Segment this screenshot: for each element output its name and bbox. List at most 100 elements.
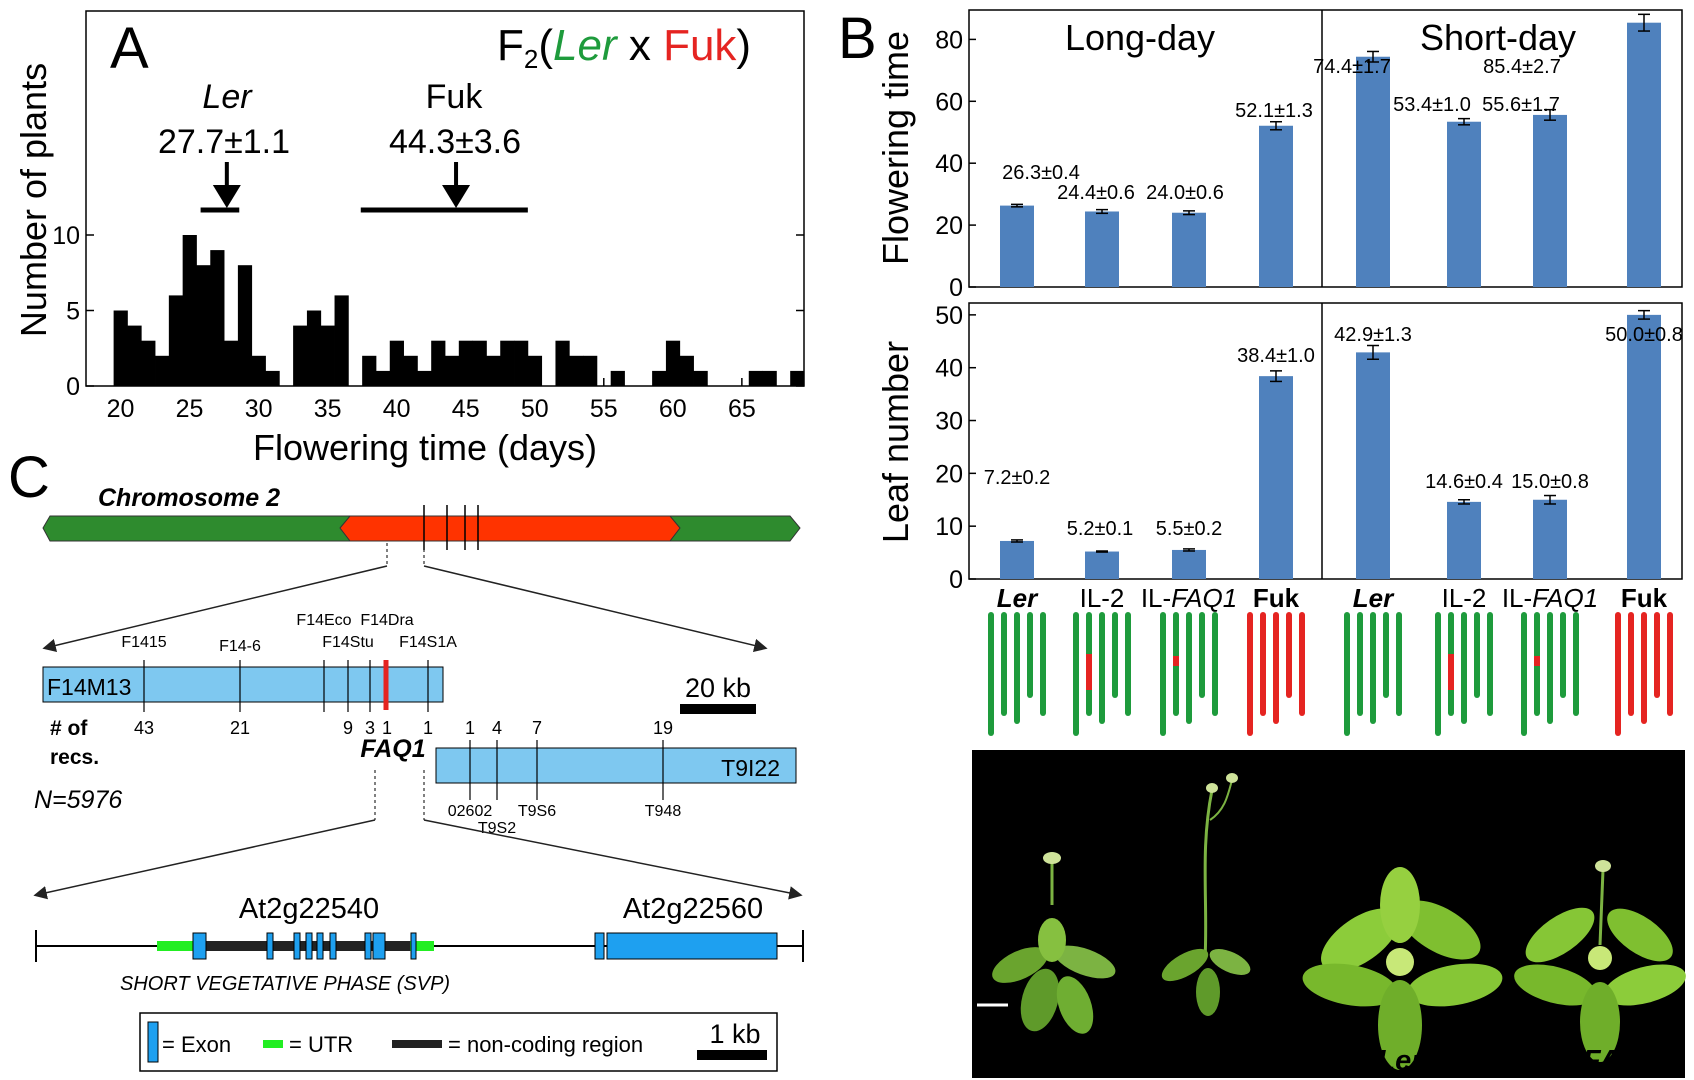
genotype-diagram-fuk xyxy=(1615,612,1673,736)
ytick-label: 0 xyxy=(949,274,963,302)
photo-long-day-label: Long-day xyxy=(1037,753,1162,786)
chromosome-label: Chromosome 2 xyxy=(98,484,280,512)
recombinant-count: 4 xyxy=(492,718,502,738)
histogram-xtick-label: 65 xyxy=(728,395,756,423)
bac-t9i22-label: T9I22 xyxy=(721,755,780,781)
genotype-labels: Ler IL-2 IL-FAQ1 Fuk Ler IL-2 IL-FAQ1 Fuk xyxy=(997,583,1668,613)
ler-mean-value: 27.7±1.1 xyxy=(158,123,290,161)
legend-exon-swatch xyxy=(147,1021,159,1063)
histogram-mean-markers xyxy=(200,162,528,213)
histogram-bar xyxy=(693,370,708,386)
genotype-label: Fuk xyxy=(1253,583,1300,613)
gene-legend: = Exon = UTR = non-coding region 1 kb xyxy=(139,1012,778,1072)
long-day-heading: Long-day xyxy=(1065,17,1215,58)
recombinant-count: 1 xyxy=(465,718,475,738)
histogram-xtick-label: 55 xyxy=(590,395,618,423)
data-label: 5.5±0.2 xyxy=(1156,518,1223,540)
legend-utr-swatch xyxy=(263,1040,283,1048)
histogram-bar xyxy=(458,340,474,386)
histogram-xtick-label: 20 xyxy=(107,395,135,423)
zoom2-arrow-right xyxy=(423,819,803,900)
photo-genotype-label: IL-FAQ1 xyxy=(1547,1045,1658,1077)
gene2-exon-small xyxy=(594,932,605,960)
gene-model xyxy=(35,930,804,962)
histogram-bar xyxy=(375,370,391,386)
marker-name: F14Eco xyxy=(296,612,351,629)
ytick-label: 20 xyxy=(935,212,963,240)
histogram-xtick-label: 30 xyxy=(245,395,273,423)
flowering-time-ylabel: Flowering time xyxy=(875,31,916,265)
histogram-bar xyxy=(431,340,446,386)
histogram-bar xyxy=(500,340,515,386)
histogram-bar xyxy=(155,355,170,386)
photo-genotype-label: IL-FAQ1 xyxy=(1149,1045,1260,1077)
ytick-label: 40 xyxy=(935,355,963,383)
gene2-label: At2g22560 xyxy=(623,893,763,925)
panel-letter-c: C xyxy=(8,445,50,510)
leaf-number-ylabel: Leaf number xyxy=(875,341,916,543)
data-label: 24.4±0.6 xyxy=(1057,182,1135,204)
bac-t9i22 xyxy=(435,747,797,784)
marker-name: T948 xyxy=(645,803,682,820)
bar xyxy=(1172,212,1206,287)
genotype-label: IL-2 xyxy=(1080,583,1125,613)
bar xyxy=(1259,125,1293,287)
histogram-bar xyxy=(403,355,418,386)
ytick-label: 30 xyxy=(935,408,963,436)
genotype-diagram-fuk xyxy=(1247,612,1305,736)
histogram-bar xyxy=(251,355,266,386)
recombinant-count: 3 xyxy=(365,718,375,738)
legend-exon-label: = Exon xyxy=(162,1032,231,1057)
histogram-bar xyxy=(141,340,156,386)
genotype-label: Fuk xyxy=(1621,583,1668,613)
fuk-label: Fuk xyxy=(426,78,484,116)
photo-genotype-labels: Ler IL-FAQ1 Ler IL-FAQ1 xyxy=(1029,1045,1658,1077)
introgression-region xyxy=(339,515,681,542)
utr-5prime xyxy=(157,941,193,951)
histogram-bar xyxy=(748,370,763,386)
recombinant-count: 21 xyxy=(230,718,250,738)
scale-20kb-label: 20 kb xyxy=(685,673,751,703)
histogram-xlabel: Flowering time (days) xyxy=(253,427,597,468)
photo-scale-label: 1 cm xyxy=(977,1011,1013,1028)
gene2-exon-large xyxy=(606,932,778,960)
histogram-bar xyxy=(389,340,404,386)
histogram-ytick-label: 10 xyxy=(52,222,80,250)
flowering-time-chart: 0 20 40 60 80 26.3±0.424.4±0.6 24.0±0.6 52.1±1.… xyxy=(935,13,1661,302)
genotype-label: Ler xyxy=(1353,583,1395,613)
bar xyxy=(1627,314,1661,579)
histogram-bar xyxy=(514,340,529,386)
zoom2-arrow-left xyxy=(33,819,376,900)
genotype-diagram-faq xyxy=(1521,612,1579,736)
bar xyxy=(1356,56,1390,288)
histogram-bar xyxy=(569,355,584,386)
histogram-bar xyxy=(320,325,335,386)
bar xyxy=(1447,121,1481,288)
histogram-ytick-label: 0 xyxy=(66,373,80,401)
gene1-label: At2g22540 xyxy=(239,893,379,925)
data-label: 7.2±0.2 xyxy=(984,467,1051,489)
zoom-arrow-left xyxy=(42,565,388,653)
ytick-label: 60 xyxy=(935,88,963,116)
histogram-bar xyxy=(762,370,777,386)
genotype-diagram-il2 xyxy=(1073,612,1131,736)
data-label: 26.3±0.4 xyxy=(1002,162,1080,184)
histogram-bar xyxy=(583,355,598,386)
marker-name: F14Dra xyxy=(360,612,413,629)
panel-c: C Chromosome 2 F14M13 F141543F14-621F14E… xyxy=(8,445,804,1072)
scale-20kb-bar xyxy=(680,704,756,714)
histogram-bar xyxy=(306,310,322,386)
histogram-title: F2(Ler x Fuk) xyxy=(497,21,751,74)
data-label: 55.6±1.7 xyxy=(1482,94,1560,116)
histogram-bar xyxy=(445,355,460,386)
recombinant-count: 19 xyxy=(653,718,673,738)
genotype-diagram-faq xyxy=(1160,612,1218,736)
recombinant-count: 9 xyxy=(343,718,353,738)
leaf-number-frame xyxy=(968,302,1683,580)
histogram-xtick-label: 50 xyxy=(521,395,549,423)
utr-3prime xyxy=(410,941,434,951)
histogram-xtick-label: 35 xyxy=(314,395,342,423)
ler-label: Ler xyxy=(202,78,253,116)
legend-noncoding-label: = non-coding region xyxy=(448,1032,643,1057)
recombinant-count: 7 xyxy=(532,718,542,738)
